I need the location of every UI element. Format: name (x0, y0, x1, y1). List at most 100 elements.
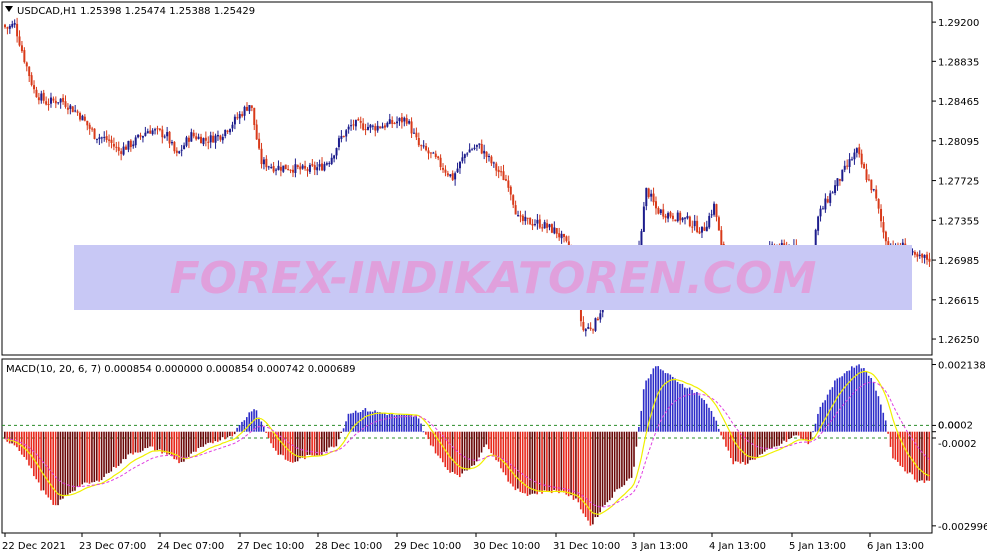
candle-body (57, 102, 60, 104)
candle-body (321, 163, 324, 171)
macd-bar (468, 431, 471, 469)
candle (654, 196, 657, 215)
macd-bar (483, 431, 485, 448)
macd-bar (746, 431, 749, 464)
candle (289, 169, 292, 174)
candle (236, 112, 239, 120)
macd-bar (541, 431, 543, 494)
macd-bar (212, 431, 214, 444)
macd-bar (609, 431, 611, 501)
candle (30, 72, 33, 87)
price-panel[interactable]: 1.29200 1.28835 1.28465 1.28095 1.27725 1.273… (1, 1, 979, 356)
candle (911, 248, 914, 256)
candle-body (369, 124, 372, 128)
macd-bar (62, 431, 64, 499)
candle-body (115, 146, 118, 148)
candle-body (446, 173, 449, 176)
candle-body (642, 206, 645, 232)
candle (262, 157, 265, 170)
candle-body (504, 179, 507, 181)
candle (86, 120, 89, 131)
macd-bar (642, 389, 645, 432)
candle-body (596, 318, 599, 321)
macd-bar (151, 431, 154, 447)
macd-bar (618, 431, 621, 489)
macd-bar (168, 431, 171, 455)
macd-bar (700, 398, 703, 432)
candle-body (560, 233, 563, 239)
candle-body (151, 130, 154, 135)
macd-tick-label: 0.00 (938, 421, 960, 432)
macd-bar (773, 431, 776, 447)
candle-body (342, 135, 345, 137)
candle-body (117, 147, 120, 151)
candle-body (100, 137, 103, 139)
candle-body (367, 126, 369, 130)
candle (872, 188, 875, 192)
macd-bar (40, 431, 42, 491)
candle-body (64, 101, 67, 107)
candle-body (325, 163, 328, 165)
candle-body (705, 226, 708, 232)
candle (679, 210, 682, 225)
candle-body (400, 117, 403, 123)
candle (434, 150, 437, 159)
candle-body (112, 143, 115, 147)
candle-body (170, 142, 173, 144)
candle (412, 128, 415, 134)
candle-body (311, 163, 314, 166)
macd-bar (105, 431, 108, 474)
candle-body (129, 140, 132, 148)
macd-bar (473, 431, 476, 466)
candle (877, 198, 880, 214)
time-tick-label: 22 Dec 2021 (2, 541, 66, 552)
candle-body (708, 215, 711, 228)
macd-bar (258, 417, 260, 432)
macd-bar (635, 431, 638, 447)
candle (238, 111, 241, 125)
candle (817, 215, 820, 236)
candle (163, 134, 166, 139)
macd-bar (766, 431, 768, 450)
candle (362, 118, 365, 131)
candle (253, 107, 256, 131)
candle-body (911, 250, 914, 253)
candle (875, 185, 878, 202)
candle (659, 208, 662, 215)
macd-bar (137, 431, 139, 453)
macd-bar (521, 431, 524, 493)
macd-bar (730, 431, 732, 459)
macd-tick-label: 0.002138 (938, 361, 986, 372)
candle-body (422, 145, 425, 147)
macd-bar (187, 431, 190, 457)
candle (417, 132, 420, 148)
time-tick-label: 31 Dec 10:00 (553, 541, 620, 552)
candle-body (848, 159, 851, 167)
macd-bar (572, 431, 575, 500)
macd-bar (500, 431, 502, 469)
candle (81, 114, 84, 121)
macd-bar (352, 412, 355, 432)
candle-body (282, 165, 285, 172)
macd-bar (396, 415, 398, 432)
macd-bar (495, 431, 497, 461)
triangle-down-icon[interactable] (5, 6, 13, 12)
macd-bar (170, 431, 173, 457)
candle-body (69, 105, 72, 109)
candle (4, 23, 6, 29)
candle-body (59, 98, 62, 103)
candle (47, 98, 50, 111)
candle-body (688, 216, 691, 227)
candle (826, 196, 829, 204)
macd-bar (768, 431, 771, 449)
macd-bar (836, 378, 839, 432)
candle (8, 24, 11, 34)
macd-bar (354, 410, 357, 432)
candle-body (420, 145, 423, 147)
candle (536, 213, 539, 230)
candle-body (79, 113, 82, 120)
candle (134, 135, 137, 148)
candle (321, 157, 324, 172)
